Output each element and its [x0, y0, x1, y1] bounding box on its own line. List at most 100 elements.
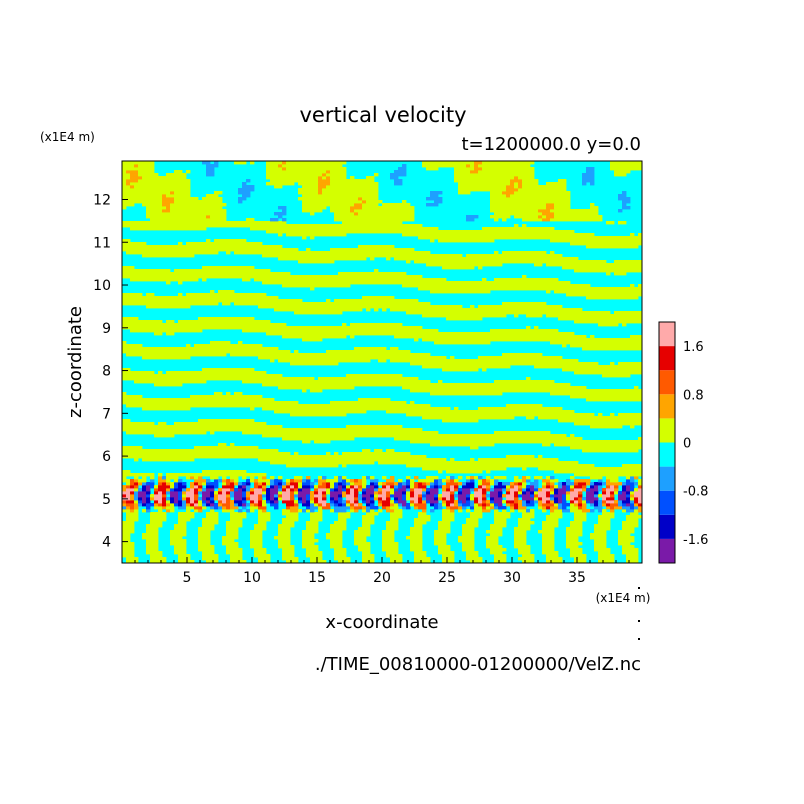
field-cell [578, 530, 583, 534]
field-cell [210, 470, 215, 474]
field-cell [266, 494, 271, 498]
field-cell [470, 515, 475, 519]
field-cell [414, 410, 419, 414]
field-cell [198, 404, 203, 408]
field-cell [330, 530, 335, 534]
field-cell [262, 521, 267, 525]
field-cell [258, 506, 263, 510]
field-cell [246, 482, 251, 486]
field-cell [570, 434, 575, 438]
field-cell [566, 410, 571, 414]
field-cell [378, 434, 383, 438]
field-cell [338, 503, 343, 507]
field-cell [446, 500, 451, 504]
field-cell [126, 554, 131, 558]
field-cell [434, 407, 439, 411]
field-cell [254, 527, 259, 531]
field-cell [494, 437, 499, 441]
field-cell [578, 446, 583, 450]
field-cell [142, 500, 147, 504]
field-cell [470, 437, 475, 441]
field-cell [490, 434, 495, 438]
field-cell [234, 446, 239, 450]
field-cell [238, 485, 243, 489]
field-cell [154, 497, 159, 501]
field-cell [418, 431, 423, 435]
field-cell [130, 488, 135, 492]
field-cell [426, 491, 431, 495]
field-cell [526, 440, 531, 444]
field-cell [290, 482, 295, 486]
field-cell [318, 428, 323, 432]
field-cell [186, 449, 191, 453]
field-cell [550, 497, 555, 501]
field-cell [394, 359, 399, 363]
field-cell [374, 485, 379, 489]
field-cell [418, 362, 423, 366]
field-cell [450, 365, 455, 369]
field-cell [542, 497, 547, 501]
field-cell [490, 356, 495, 360]
field-cell [414, 437, 419, 441]
field-cell [462, 542, 467, 546]
field-cell [566, 485, 571, 489]
field-cell [574, 515, 579, 519]
field-cell [346, 497, 351, 501]
field-cell [466, 551, 471, 555]
field-cell [518, 356, 523, 360]
field-cell [494, 548, 499, 552]
field-cell [354, 479, 359, 483]
field-cell [158, 488, 163, 492]
field-cell [610, 368, 615, 372]
field-cell [418, 479, 423, 483]
field-cell [146, 380, 151, 384]
field-cell [522, 521, 527, 525]
field-cell [446, 503, 451, 507]
field-cell [286, 458, 291, 462]
field-cell [430, 485, 435, 489]
field-cell [394, 497, 399, 501]
field-cell [546, 497, 551, 501]
field-cell [290, 521, 295, 525]
field-cell [198, 506, 203, 510]
field-cell [314, 488, 319, 492]
field-cell [462, 485, 467, 489]
field-cell [342, 485, 347, 489]
field-cell [134, 491, 139, 495]
field-cell [590, 509, 595, 513]
field-cell [306, 458, 311, 462]
field-cell [522, 386, 527, 390]
field-cell [318, 554, 323, 558]
field-cell [358, 527, 363, 531]
field-cell [378, 455, 383, 459]
field-cell [430, 440, 435, 444]
field-cell [418, 404, 423, 408]
field-cell [562, 434, 567, 438]
field-cell [330, 542, 335, 546]
field-cell [422, 431, 427, 435]
field-cell [190, 515, 195, 519]
field-cell [454, 368, 459, 372]
field-cell [366, 518, 371, 522]
field-cell [238, 419, 243, 423]
field-cell [498, 458, 503, 462]
field-cell [254, 551, 259, 555]
field-cell [258, 404, 263, 408]
field-cell [302, 407, 307, 411]
field-cell [202, 500, 207, 504]
field-cell [486, 383, 491, 387]
field-cell [354, 377, 359, 381]
field-cell [610, 485, 615, 489]
field-cell [278, 488, 283, 492]
field-cell [218, 500, 223, 504]
field-cell [130, 542, 135, 546]
field-cell [474, 500, 479, 504]
field-cell [134, 374, 139, 378]
field-cell [594, 392, 599, 396]
field-cell [470, 419, 475, 423]
field-cell [598, 371, 603, 375]
field-cell [354, 452, 359, 456]
field-cell [634, 389, 639, 393]
field-cell [254, 446, 259, 450]
field-cell [126, 494, 131, 498]
